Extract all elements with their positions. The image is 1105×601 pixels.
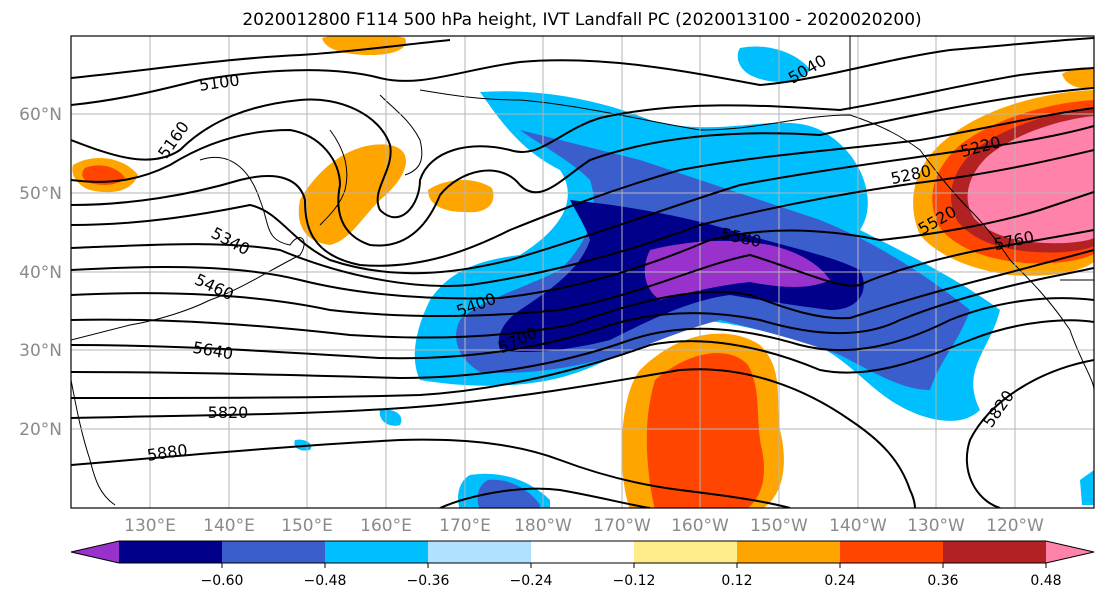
colorbar-tick-label: −0.48 (304, 573, 347, 589)
colorbar: −0.60 −0.48 −0.36 −0.24 −0.12 0.12 0.24 0.36 0.4… (70, 540, 1095, 589)
colorbar-tick-label: −0.36 (407, 573, 450, 589)
lat-label: 40°N (19, 263, 62, 283)
map-frame (70, 35, 1095, 509)
colorbar-tick-label: −0.24 (510, 573, 553, 589)
lon-label: 170°W (593, 516, 651, 536)
colorbar-outline (70, 540, 1095, 564)
colorbar-swatch (840, 541, 944, 563)
lat-label: 50°N (19, 184, 62, 204)
contour-label: 5820 (208, 403, 249, 422)
lon-label: 160°E (360, 516, 412, 536)
lon-label: 120°W (986, 516, 1044, 536)
lon-label: 160°W (671, 516, 729, 536)
height-contours (71, 37, 1094, 508)
colorbar-extend-low (71, 541, 119, 563)
colorbar-tick-label: 0.36 (927, 573, 958, 589)
lon-label: 140°E (203, 516, 255, 536)
lat-label: 20°N (19, 420, 62, 440)
colorbar-tick-label: 0.24 (824, 573, 855, 589)
colorbar-swatch (222, 541, 326, 563)
lat-label: 60°N (19, 105, 62, 125)
longitude-labels: 130°E 140°E 150°E 160°E 170°E 180°W 170°… (124, 516, 1044, 536)
lon-label: 150°W (750, 516, 808, 536)
lon-label: 130°W (907, 516, 965, 536)
figure-title: 2020012800 F114 500 hPa height, IVT Land… (242, 10, 921, 30)
map-panel: 5100 5040 5160 5220 5280 5340 5520 5580 … (71, 36, 1094, 508)
lon-label: 140°W (829, 516, 887, 536)
lon-label: 150°E (281, 516, 333, 536)
lon-label: 180°W (514, 516, 572, 536)
colorbar-swatch (634, 541, 738, 563)
colorbar-extend-high (1046, 541, 1094, 563)
colorbar-swatch (737, 541, 841, 563)
colorbar-tick-label: 0.12 (721, 573, 752, 589)
colorbar-tick-label: −0.12 (613, 573, 656, 589)
lon-label: 130°E (124, 516, 176, 536)
colorbar-swatch (119, 541, 223, 563)
colorbar-swatch (428, 541, 532, 563)
lon-label: 170°E (439, 516, 491, 536)
lat-label: 30°N (19, 341, 62, 361)
colorbar-swatch (325, 541, 429, 563)
colorbar-tick-label: −0.60 (201, 573, 244, 589)
latitude-labels: 60°N 50°N 40°N 30°N 20°N (19, 105, 62, 440)
colorbar-swatch (943, 541, 1047, 563)
colorbar-swatch (531, 541, 635, 563)
colorbar-tick-label: 0.48 (1030, 573, 1061, 589)
